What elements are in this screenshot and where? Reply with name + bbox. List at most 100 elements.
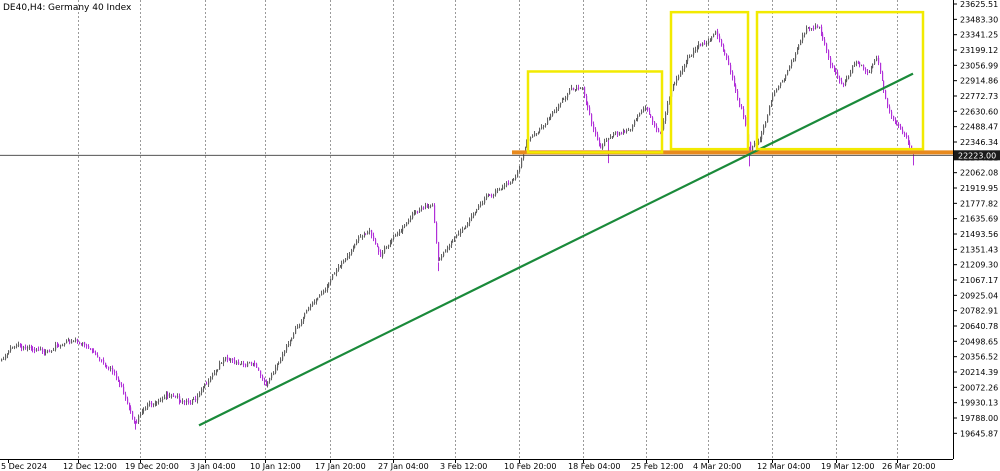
candle-body	[306, 310, 308, 314]
candle-body	[704, 43, 706, 45]
candle-body	[38, 349, 40, 351]
candle-body	[53, 349, 55, 351]
candle-body	[232, 358, 234, 361]
range-box[interactable]	[669, 10, 750, 151]
x-tick-label: 12 Dec 12:00	[63, 462, 117, 471]
candle-body	[806, 28, 808, 33]
candle-body	[612, 136, 614, 138]
y-tick-label: 23483.30	[960, 15, 998, 24]
x-tick-label: 4 Mar 20:00	[693, 462, 741, 471]
candle-body	[90, 348, 92, 350]
candle-body	[848, 76, 850, 79]
range-box[interactable]	[755, 10, 925, 151]
candle-body	[650, 114, 652, 118]
candle-body	[116, 372, 118, 379]
candle-body	[423, 207, 425, 209]
candle-body	[452, 241, 454, 243]
candle-body	[258, 367, 260, 371]
candle-body	[256, 363, 258, 368]
candle-body	[277, 363, 279, 368]
candle-body	[861, 65, 863, 67]
candle-body	[713, 34, 715, 37]
candle-body	[739, 97, 741, 107]
candle-body	[728, 58, 730, 66]
candle-body	[40, 349, 42, 351]
candle-body	[771, 100, 773, 107]
candle-body	[587, 102, 589, 108]
candle-body	[223, 359, 225, 363]
candle-body	[73, 341, 75, 343]
candle-body	[597, 134, 599, 141]
candle-body	[889, 106, 891, 112]
candle-body	[800, 40, 802, 46]
candle-body	[711, 36, 713, 41]
candle-body	[201, 389, 203, 393]
candle-body	[478, 205, 480, 210]
candle-body	[449, 245, 451, 248]
candle-body	[81, 343, 83, 345]
candle-body	[623, 131, 625, 134]
plot-background	[0, 0, 953, 459]
candle-body	[408, 220, 410, 223]
candle-body	[358, 237, 360, 241]
candle-body	[186, 400, 188, 403]
candle-body	[328, 282, 330, 287]
candle-body	[77, 339, 79, 342]
candle-body	[118, 378, 120, 382]
candle-body	[682, 68, 684, 72]
candle-body	[108, 366, 110, 369]
candle-body	[42, 349, 44, 353]
candle-body	[560, 102, 562, 105]
candle-body	[909, 142, 911, 146]
x-tick-label: 26 Mar 20:00	[882, 462, 935, 471]
candle-body	[793, 58, 795, 62]
y-tick-label: 19788.00	[960, 414, 998, 423]
candle-body	[134, 416, 136, 422]
candle-body	[636, 119, 638, 121]
candle-body	[151, 402, 153, 405]
y-tick-label: 22062.08	[960, 169, 998, 178]
candle-body	[513, 179, 515, 181]
candle-body	[484, 198, 486, 204]
trend-line[interactable]	[198, 72, 914, 427]
candle-body	[758, 141, 760, 145]
candle-body	[591, 114, 593, 124]
candle-body	[316, 300, 318, 302]
candle-body	[504, 185, 506, 187]
y-tick-label: 20356.52	[960, 353, 998, 362]
candle-body	[599, 140, 601, 145]
candle-body	[347, 256, 349, 259]
candle-body	[619, 132, 621, 136]
candle-body	[68, 340, 70, 342]
candle-body	[593, 123, 595, 130]
candle-body	[804, 32, 806, 36]
candle-body	[695, 49, 697, 51]
candle-body	[210, 377, 212, 382]
candle-body	[843, 84, 845, 86]
candle-body	[249, 362, 251, 364]
candle-body	[271, 374, 273, 379]
candle-body	[182, 401, 184, 403]
candle-body	[752, 146, 754, 151]
candle-body	[447, 247, 449, 250]
candle-body	[624, 131, 626, 133]
candle-body	[140, 414, 142, 416]
x-tick-label: 19 Dec 20:00	[125, 462, 179, 471]
candle-body	[556, 109, 558, 112]
candle-body	[293, 333, 295, 338]
candle-body	[734, 77, 736, 85]
candle-body	[521, 158, 523, 167]
candle-body	[874, 60, 876, 65]
candle-body	[267, 381, 269, 386]
candle-body	[34, 349, 36, 351]
candle-body	[419, 209, 421, 212]
range-box[interactable]	[526, 70, 664, 154]
candle-body	[721, 40, 723, 45]
candle-body	[32, 348, 34, 350]
candle-body	[332, 274, 334, 279]
candle-body	[584, 87, 586, 96]
candle-body	[304, 313, 306, 317]
candle-body	[512, 179, 514, 183]
candle-body	[295, 328, 297, 334]
